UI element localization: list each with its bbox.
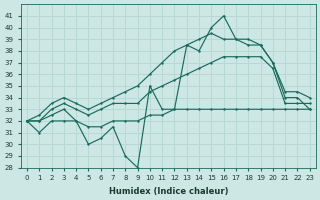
X-axis label: Humidex (Indice chaleur): Humidex (Indice chaleur)	[108, 187, 228, 196]
